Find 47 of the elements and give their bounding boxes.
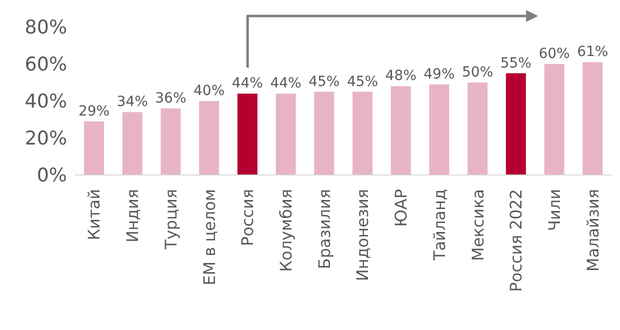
- x-tick-label: Бразилия: [314, 189, 334, 270]
- bar: [122, 112, 142, 175]
- data-label: 60%: [538, 46, 570, 62]
- x-tick-label: Колумбия: [276, 189, 296, 272]
- x-tick-label: Турция: [161, 189, 180, 250]
- x-tick-label: Россия: [238, 189, 258, 246]
- bar: [160, 108, 181, 175]
- bar: [352, 92, 372, 175]
- bar: [544, 64, 564, 175]
- x-tick-label: Россия 2022: [506, 189, 526, 292]
- data-label: 50%: [462, 64, 494, 80]
- data-label: 45%: [346, 74, 378, 90]
- bar: [237, 94, 258, 175]
- bar: [276, 94, 296, 175]
- bar: [582, 62, 603, 175]
- x-tick-label: Малайзия: [583, 189, 602, 272]
- data-label: 44%: [270, 76, 302, 92]
- bar: [506, 73, 526, 175]
- x-tick-label: Индонезия: [353, 189, 372, 282]
- x-tick-label: ЕМ в целом: [200, 189, 219, 286]
- bar: [468, 82, 488, 175]
- data-label: 29%: [78, 103, 110, 120]
- y-tick-label: 80%: [24, 16, 67, 39]
- bar: [84, 121, 104, 175]
- x-tick-label: Индия: [123, 189, 142, 243]
- y-tick-label: 20%: [24, 128, 67, 150]
- data-label: 40%: [194, 83, 225, 99]
- y-tick-label: 40%: [24, 90, 67, 113]
- y-tick-label: 60%: [24, 54, 67, 76]
- x-tick-label: ЮАР: [392, 188, 411, 227]
- data-label: 61%: [577, 44, 608, 60]
- data-label: 34%: [116, 94, 148, 110]
- bar: [199, 101, 220, 175]
- data-label: 45%: [308, 74, 340, 90]
- data-label: 55%: [500, 55, 532, 72]
- bar: [429, 84, 450, 175]
- bar: [314, 92, 334, 175]
- bar: [390, 86, 411, 175]
- data-label: 49%: [424, 66, 455, 82]
- data-label: 36%: [155, 90, 186, 106]
- x-tick-label: Мексика: [468, 189, 488, 261]
- data-label: 44%: [232, 76, 263, 92]
- x-tick-label: Чили: [544, 189, 564, 231]
- x-tick-label: Тайланд: [430, 189, 449, 262]
- y-tick-label: 0%: [36, 164, 67, 187]
- data-label: 48%: [385, 68, 416, 84]
- x-tick-label: Китай: [84, 189, 104, 240]
